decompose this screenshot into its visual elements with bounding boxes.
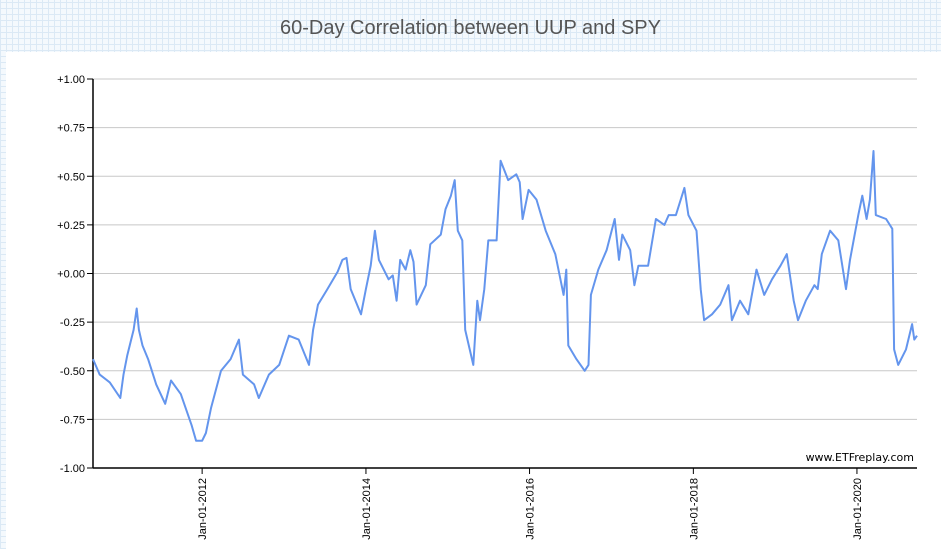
y-tick-label: -0.50 <box>60 366 85 378</box>
y-tick-label: +1.00 <box>57 74 85 86</box>
y-tick-label: -0.75 <box>60 414 85 426</box>
y-tick-label: -1.00 <box>60 463 85 475</box>
watermark-credit: www.ETFreplay.com <box>806 451 914 464</box>
y-tick-label: +0.25 <box>57 220 85 232</box>
chart-panel: +1.00 +0.75 +0.50 +0.25 +0.00 -0.25 -0.50 -0.75… <box>6 52 941 549</box>
x-tick-label: Jan-01-2016 <box>525 478 537 540</box>
correlation-line <box>92 150 918 442</box>
y-tick-label: +0.50 <box>57 171 85 183</box>
chart-title: 60-Day Correlation between UUP and SPY <box>280 17 661 39</box>
x-tick-label: Jan-01-2014 <box>361 478 373 540</box>
y-tick-label: +0.00 <box>57 269 85 281</box>
x-tick-label: Jan-01-2018 <box>688 478 700 540</box>
chart-svg: +1.00 +0.75 +0.50 +0.25 +0.00 -0.25 -0.50 -0.75… <box>57 74 918 540</box>
x-tick-label: Jan-01-2012 <box>197 478 209 540</box>
y-tick-label: -0.25 <box>60 317 85 329</box>
y-tick-label: +0.75 <box>57 123 85 135</box>
x-tick-label: Jan-01-2020 <box>852 478 864 540</box>
